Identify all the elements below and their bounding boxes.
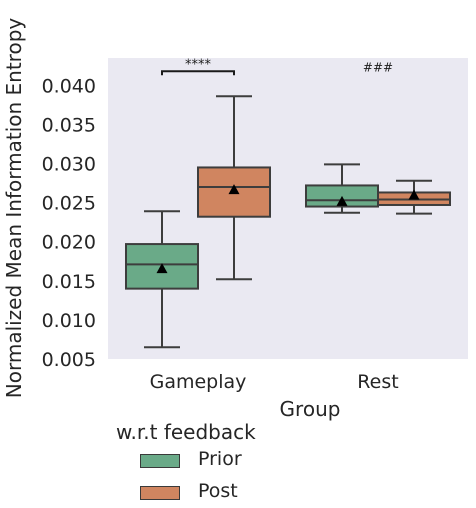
y-axis-ticks: 0.005 0.010 0.015 0.020 0.025 0.030 0.035 0.040 — [42, 75, 96, 371]
legend: w.r.t feedback Prior Post — [116, 420, 256, 508]
legend-swatch-prior — [140, 454, 180, 468]
x-axis-ticks: Gameplay Rest — [150, 371, 399, 393]
y-tick-label: 0.040 — [42, 75, 96, 97]
y-tick-label: 0.015 — [42, 271, 96, 293]
legend-title: w.r.t feedback — [116, 420, 256, 444]
y-axis-label: Normalized Mean Information Entropy — [2, 18, 26, 399]
box-series — [125, 95, 451, 349]
significance-label: ### — [363, 60, 393, 74]
box-prior-gameplay — [125, 210, 199, 349]
plot-area — [108, 58, 468, 359]
mean-marker — [228, 184, 240, 195]
y-tick-label: 0.005 — [42, 349, 96, 371]
mean-marker — [408, 189, 420, 200]
y-tick-label: 0.030 — [42, 154, 96, 176]
box-post-gameplay — [197, 95, 271, 281]
legend-swatch-post — [140, 486, 180, 500]
mean-marker — [156, 263, 168, 274]
x-tick-label: Rest — [357, 371, 398, 393]
x-axis-label: Group — [280, 397, 341, 421]
significance-label: **** — [185, 57, 212, 72]
mean-marker — [336, 195, 348, 206]
box-prior-rest — [305, 163, 379, 214]
legend-label-prior: Prior — [198, 448, 242, 470]
y-tick-label: 0.020 — [42, 232, 96, 254]
y-tick-label: 0.010 — [42, 310, 96, 332]
y-tick-label: 0.025 — [42, 193, 96, 215]
x-tick-label: Gameplay — [150, 371, 247, 393]
y-tick-label: 0.035 — [42, 114, 96, 136]
box-post-rest — [377, 179, 451, 215]
significance-bracket — [161, 70, 235, 76]
legend-label-post: Post — [198, 480, 238, 502]
box-plot-chart: 0.005 0.010 0.015 0.020 0.025 0.030 0.035 0.040… — [2, 18, 468, 421]
significance-annotations: **** ### — [161, 57, 393, 76]
legend-item-post: Post — [116, 480, 256, 508]
legend-item-prior: Prior — [116, 448, 256, 476]
